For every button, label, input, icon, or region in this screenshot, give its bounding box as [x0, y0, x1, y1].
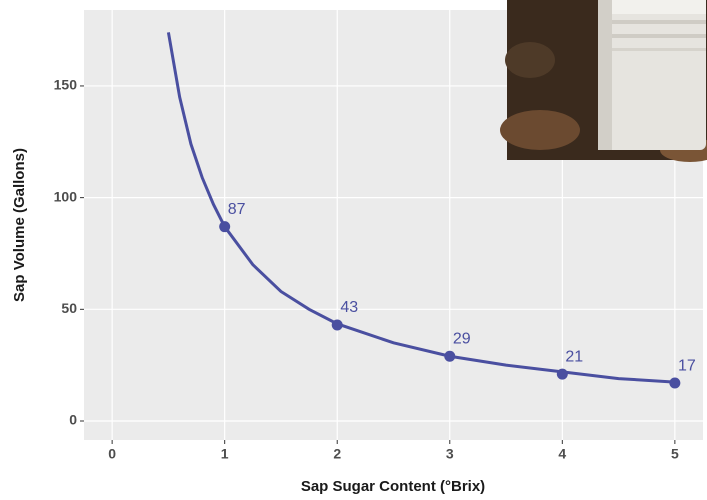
- data-point: [557, 369, 568, 380]
- data-point: [444, 351, 455, 362]
- y-tick-label: 50: [61, 300, 77, 316]
- photo-inset: [500, 0, 707, 162]
- y-tick-label: 100: [54, 188, 78, 204]
- y-tick-label: 0: [69, 412, 77, 428]
- y-axis-title: Sap Volume (Gallons): [11, 148, 28, 302]
- data-label: 21: [565, 348, 583, 365]
- x-axis-title: Sap Sugar Content (°Brix): [301, 478, 485, 495]
- data-label: 87: [228, 201, 246, 218]
- data-point: [669, 378, 680, 389]
- data-label: 17: [678, 357, 696, 374]
- x-tick-label: 1: [221, 446, 229, 462]
- data-point: [219, 221, 230, 232]
- x-tick-label: 4: [558, 446, 566, 462]
- x-tick-label: 2: [333, 446, 341, 462]
- x-tick-label: 0: [108, 446, 116, 462]
- data-label: 43: [340, 299, 358, 316]
- y-tick-label: 150: [54, 77, 78, 93]
- x-tick-label: 3: [446, 446, 454, 462]
- x-tick-label: 5: [671, 446, 679, 462]
- data-point: [332, 319, 343, 330]
- chart: 8743292117 Sap Sugar Content (°Brix) Sap…: [0, 0, 707, 500]
- data-label: 29: [453, 330, 471, 347]
